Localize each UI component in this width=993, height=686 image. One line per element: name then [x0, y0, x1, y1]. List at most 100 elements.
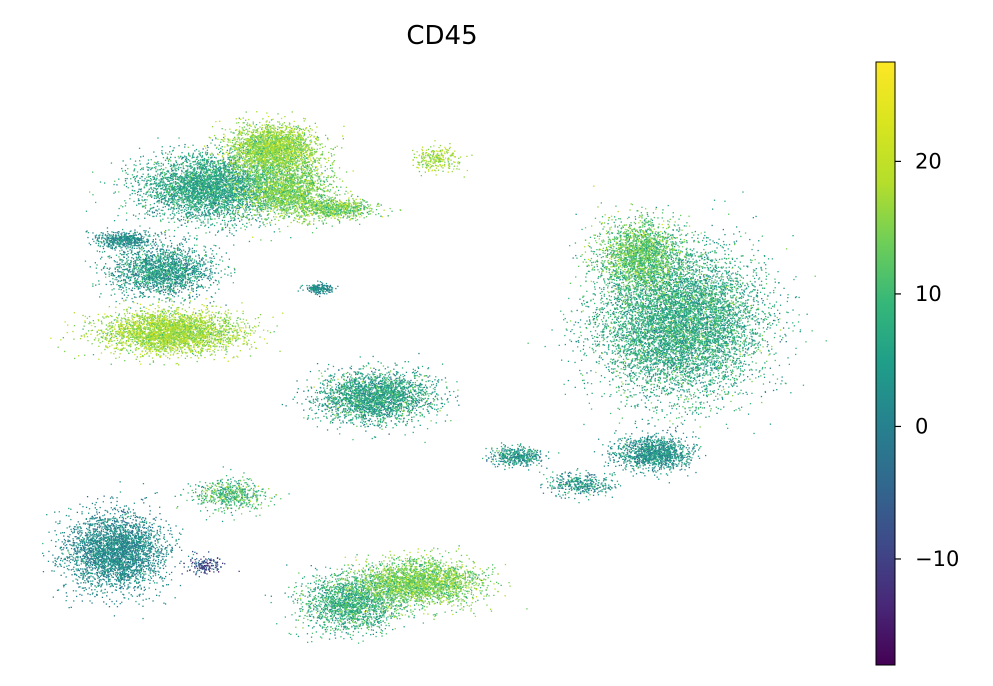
- data-point: [217, 175, 218, 176]
- data-point: [155, 175, 156, 176]
- data-point: [208, 157, 209, 158]
- data-point: [174, 186, 175, 187]
- data-point: [226, 201, 227, 202]
- data-point: [215, 121, 216, 122]
- data-point: [233, 217, 234, 218]
- data-point: [137, 192, 138, 193]
- data-point: [292, 111, 293, 112]
- data-point: [223, 193, 224, 194]
- data-point: [206, 199, 207, 200]
- data-point: [157, 175, 158, 176]
- data-point: [213, 171, 214, 172]
- data-point: [193, 161, 194, 162]
- data-point: [241, 199, 242, 200]
- data-point: [200, 155, 201, 156]
- data-point: [181, 216, 182, 217]
- data-point: [228, 183, 229, 184]
- data-point: [126, 178, 127, 179]
- data-point: [125, 170, 126, 171]
- data-point: [150, 208, 151, 209]
- data-point: [261, 218, 262, 219]
- data-point: [124, 184, 125, 185]
- data-point: [156, 178, 157, 179]
- data-point: [188, 184, 189, 185]
- chart-title: CD45: [406, 21, 477, 51]
- data-point: [218, 230, 219, 231]
- data-point: [186, 174, 187, 175]
- data-point: [213, 154, 214, 155]
- data-point: [203, 167, 204, 168]
- data-point: [130, 158, 131, 159]
- data-point: [155, 210, 156, 211]
- data-point: [222, 199, 223, 200]
- data-point: [237, 214, 238, 215]
- data-point: [189, 183, 190, 184]
- data-point: [206, 174, 207, 175]
- data-point: [208, 193, 209, 194]
- data-point: [237, 208, 238, 209]
- data-point: [205, 186, 206, 187]
- data-point: [201, 195, 202, 196]
- data-point: [225, 171, 226, 172]
- data-point: [199, 189, 200, 190]
- data-point: [168, 222, 169, 223]
- data-point: [189, 160, 190, 161]
- data-point: [193, 169, 194, 170]
- data-point: [151, 183, 152, 184]
- data-point: [163, 207, 164, 208]
- data-point: [177, 227, 178, 228]
- data-point: [205, 179, 206, 180]
- data-point: [173, 173, 174, 174]
- data-point: [193, 157, 194, 158]
- data-point: [221, 184, 222, 185]
- data-point: [185, 213, 186, 214]
- data-point: [189, 206, 190, 207]
- data-point: [92, 172, 93, 173]
- data-point: [135, 161, 136, 162]
- data-point: [133, 170, 134, 171]
- data-point: [118, 179, 119, 180]
- data-point: [203, 188, 204, 189]
- data-point: [160, 221, 161, 222]
- data-point: [186, 162, 187, 163]
- data-point: [188, 175, 189, 176]
- data-point: [218, 186, 219, 187]
- data-point: [225, 161, 226, 162]
- data-point: [250, 175, 251, 176]
- data-point: [222, 179, 223, 180]
- data-point: [224, 224, 225, 225]
- data-point: [171, 174, 172, 175]
- data-point: [204, 158, 205, 159]
- data-point: [184, 209, 185, 210]
- data-point: [187, 177, 188, 178]
- data-point: [162, 172, 163, 173]
- data-point: [170, 198, 171, 199]
- data-point: [183, 172, 184, 173]
- data-point: [239, 176, 240, 177]
- data-point: [183, 178, 184, 179]
- data-point: [170, 209, 171, 210]
- data-point: [179, 157, 180, 158]
- data-point: [233, 210, 234, 211]
- data-point: [234, 172, 235, 173]
- data-point: [214, 145, 215, 146]
- data-point: [147, 214, 148, 215]
- data-point: [232, 205, 233, 206]
- data-point: [178, 195, 179, 196]
- data-point: [233, 199, 234, 200]
- data-point: [244, 226, 245, 227]
- data-point: [139, 178, 140, 179]
- data-point: [161, 202, 162, 203]
- data-point: [192, 155, 193, 156]
- data-point: [197, 181, 198, 182]
- data-point: [169, 173, 170, 174]
- data-point: [148, 159, 149, 160]
- data-point: [187, 169, 188, 170]
- data-point: [232, 170, 233, 171]
- data-point: [157, 162, 158, 163]
- data-point: [225, 195, 226, 196]
- data-point: [179, 187, 180, 188]
- data-point: [208, 205, 209, 206]
- data-point: [132, 193, 133, 194]
- data-point: [198, 212, 199, 213]
